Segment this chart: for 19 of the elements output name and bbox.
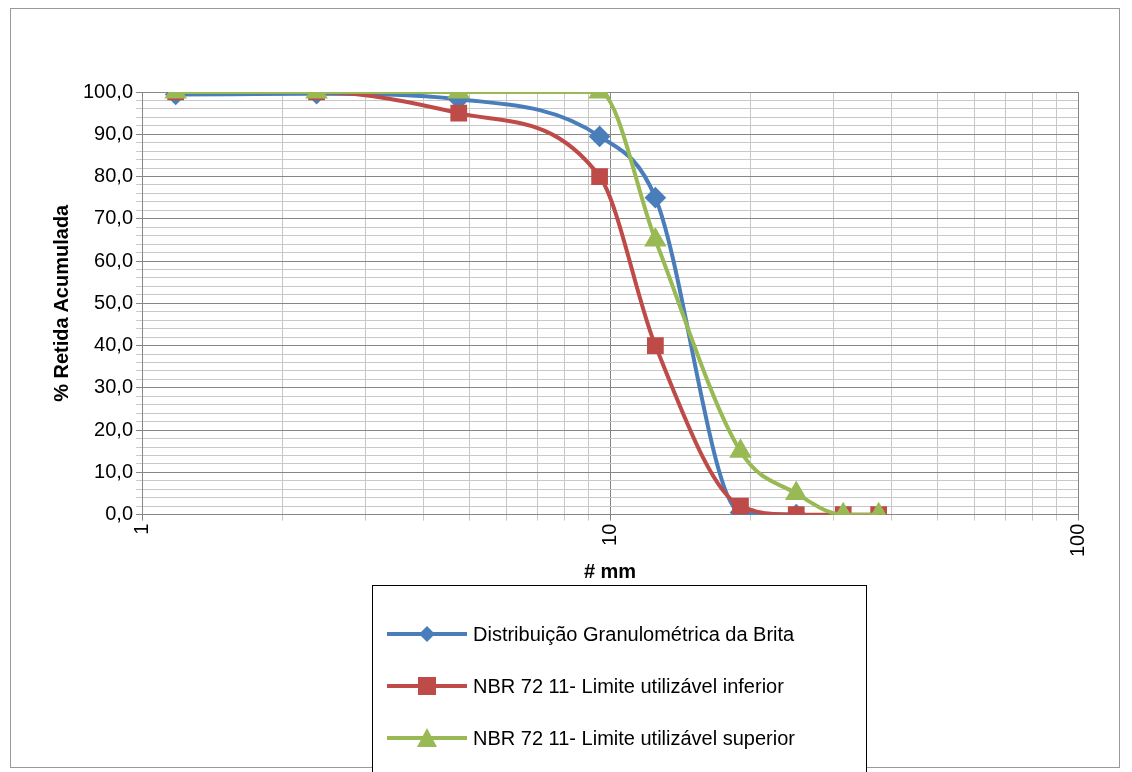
y-tick-label: 70,0	[94, 206, 134, 229]
y-axis-title: % Retida Acumulada	[49, 203, 72, 402]
y-tick-label: 80,0	[94, 164, 134, 187]
legend-label: NBR 72 11- Limite utilizável superior	[473, 726, 795, 750]
x-tick-label: 1	[129, 523, 152, 535]
y-tick-label: 0,0	[105, 502, 134, 525]
y-tick-label: 100,0	[82, 79, 134, 102]
legend-label: NBR 72 11- Limite utilizável inferior	[473, 674, 784, 698]
y-tick-label: 40,0	[94, 333, 134, 356]
legend-label: Distribuição Granulométrica da Brita	[473, 622, 795, 646]
y-tick-label: 60,0	[94, 248, 134, 271]
y-tick-label: 30,0	[94, 375, 134, 398]
y-tick-label: 50,0	[94, 290, 134, 313]
x-tick-label: 10	[597, 523, 620, 546]
x-axis-title: # mm	[583, 559, 637, 582]
y-tick-label: 20,0	[94, 417, 134, 440]
x-tick-label: 100	[1065, 523, 1088, 558]
y-tick-label: 90,0	[94, 121, 134, 144]
y-tick-label: 10,0	[94, 459, 134, 482]
